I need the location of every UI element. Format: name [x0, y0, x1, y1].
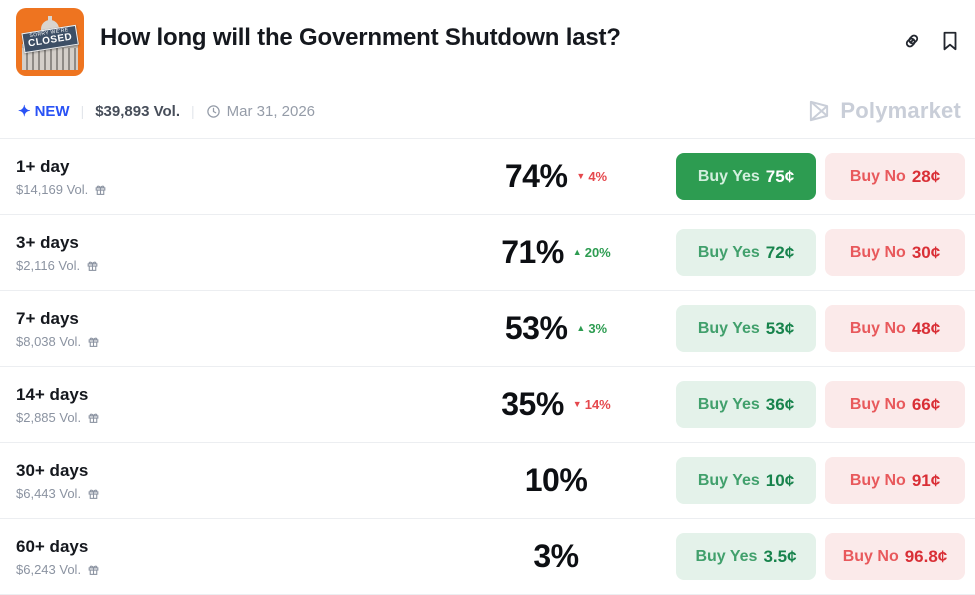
- page-title: How long will the Government Shutdown la…: [100, 24, 621, 51]
- outcome-volume: $14,169 Vol.: [16, 181, 89, 197]
- gift-icon[interactable]: [87, 335, 100, 348]
- buy-no-button[interactable]: Buy No 91¢: [825, 457, 965, 504]
- chance-value: 10%: [524, 462, 588, 498]
- total-volume: $39,893 Vol.: [95, 102, 180, 120]
- outcome-name: 3+ days: [16, 232, 79, 252]
- end-date: Mar 31, 2026: [206, 103, 315, 120]
- gift-icon[interactable]: [87, 487, 100, 500]
- outcome-volume: $2,116 Vol.: [16, 257, 81, 273]
- outcome-row: 60+ days $6,243 Vol. 3% Buy Yes 3.5¢ Buy …: [0, 519, 975, 595]
- header-actions: [901, 30, 961, 52]
- buy-no-button[interactable]: Buy No 48¢: [825, 305, 965, 352]
- buy-yes-button[interactable]: Buy Yes 10¢: [676, 457, 816, 504]
- chance-change: ▲ 3%: [576, 321, 607, 336]
- gift-icon[interactable]: [87, 563, 100, 576]
- change-arrow-icon: ▲: [572, 247, 582, 257]
- chance-value: 71%: [501, 234, 564, 270]
- outcome-row: 3+ days $2,116 Vol. 71% ▲ 20% Buy Yes 72¢…: [0, 215, 975, 291]
- change-value: 20%: [584, 245, 611, 260]
- outcome-row: 30+ days $6,443 Vol. 10% Buy Yes 10¢ Buy …: [0, 443, 975, 519]
- chance-value: 74%: [504, 158, 568, 194]
- outcome-volume: $8,038 Vol.: [16, 333, 82, 349]
- outcome-volume: $6,443 Vol.: [16, 485, 82, 501]
- buy-yes-button[interactable]: Buy Yes 75¢: [676, 153, 816, 200]
- outcome-name: 60+ days: [16, 536, 89, 556]
- market-header: SORRY WE'RE CLOSED How long will the Gov…: [0, 0, 975, 76]
- change-value: 3%: [588, 321, 608, 336]
- buy-no-button[interactable]: Buy No 28¢: [825, 153, 965, 200]
- separator: |: [191, 103, 195, 119]
- market-meta: ✦ NEW | $39,893 Vol. | Mar 31, 2026 Poly…: [0, 98, 975, 124]
- polymarket-watermark: Polymarket: [806, 98, 961, 124]
- outcome-volume: $2,885 Vol.: [16, 409, 82, 425]
- change-arrow-icon: ▲: [576, 323, 586, 333]
- change-arrow-icon: ▼: [572, 399, 582, 409]
- outcome-volume: $6,243 Vol.: [16, 561, 82, 577]
- polymarket-logo-icon: [810, 100, 829, 122]
- outcome-name: 1+ day: [16, 156, 70, 176]
- chance-change: ▲ 20%: [573, 245, 611, 260]
- change-arrow-icon: ▼: [576, 171, 586, 181]
- buy-no-button[interactable]: Buy No 66¢: [825, 381, 965, 428]
- outcome-row: 7+ days $8,038 Vol. 53% ▲ 3% Buy Yes 53¢ …: [0, 291, 975, 367]
- outcome-row: 14+ days $2,885 Vol. 35% ▼ 14% Buy Yes 36…: [0, 367, 975, 443]
- buy-no-button[interactable]: Buy No 96.8¢: [825, 533, 965, 580]
- change-value: 4%: [588, 169, 608, 184]
- outcome-name: 7+ days: [16, 308, 79, 328]
- chance-value: 35%: [501, 386, 564, 422]
- star-icon: ✦: [18, 103, 31, 120]
- outcome-name: 30+ days: [16, 460, 89, 480]
- outcome-row: 1+ day $14,169 Vol. 74% ▼ 4% Buy Yes 75¢ …: [0, 139, 975, 215]
- buy-no-button[interactable]: Buy No 30¢: [825, 229, 965, 276]
- chance-change: ▼ 14%: [573, 397, 611, 412]
- chance-change: ▼ 4%: [576, 169, 607, 184]
- bookmark-icon[interactable]: [939, 30, 961, 52]
- chance-value: 3%: [533, 538, 579, 574]
- change-value: 14%: [584, 397, 611, 412]
- new-badge: ✦ NEW: [18, 102, 70, 121]
- clock-icon: [206, 104, 220, 118]
- capitol-icon: [48, 16, 52, 21]
- market-thumbnail: SORRY WE'RE CLOSED: [16, 8, 84, 76]
- separator: |: [80, 103, 85, 119]
- gift-icon[interactable]: [86, 259, 99, 272]
- copy-link-icon[interactable]: [901, 30, 923, 52]
- outcomes-list: 1+ day $14,169 Vol. 74% ▼ 4% Buy Yes 75¢ …: [0, 139, 975, 595]
- gift-icon[interactable]: [87, 411, 100, 424]
- buy-yes-button[interactable]: Buy Yes 72¢: [676, 229, 816, 276]
- buy-yes-button[interactable]: Buy Yes 53¢: [676, 305, 816, 352]
- divider: [0, 138, 975, 139]
- chance-value: 53%: [504, 310, 568, 346]
- gift-icon[interactable]: [94, 183, 107, 196]
- buy-yes-button[interactable]: Buy Yes 3.5¢: [676, 533, 816, 580]
- outcome-name: 14+ days: [16, 384, 89, 404]
- buy-yes-button[interactable]: Buy Yes 36¢: [676, 381, 816, 428]
